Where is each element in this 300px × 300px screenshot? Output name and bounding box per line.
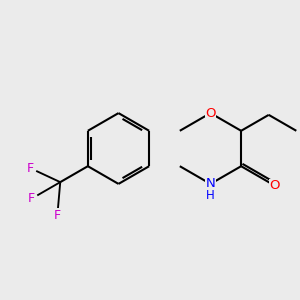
Text: F: F <box>27 162 34 175</box>
Text: H: H <box>206 189 215 202</box>
Text: F: F <box>54 209 61 222</box>
Text: N: N <box>206 177 215 190</box>
Text: O: O <box>205 106 216 120</box>
Text: O: O <box>270 179 280 192</box>
Text: F: F <box>28 192 35 205</box>
